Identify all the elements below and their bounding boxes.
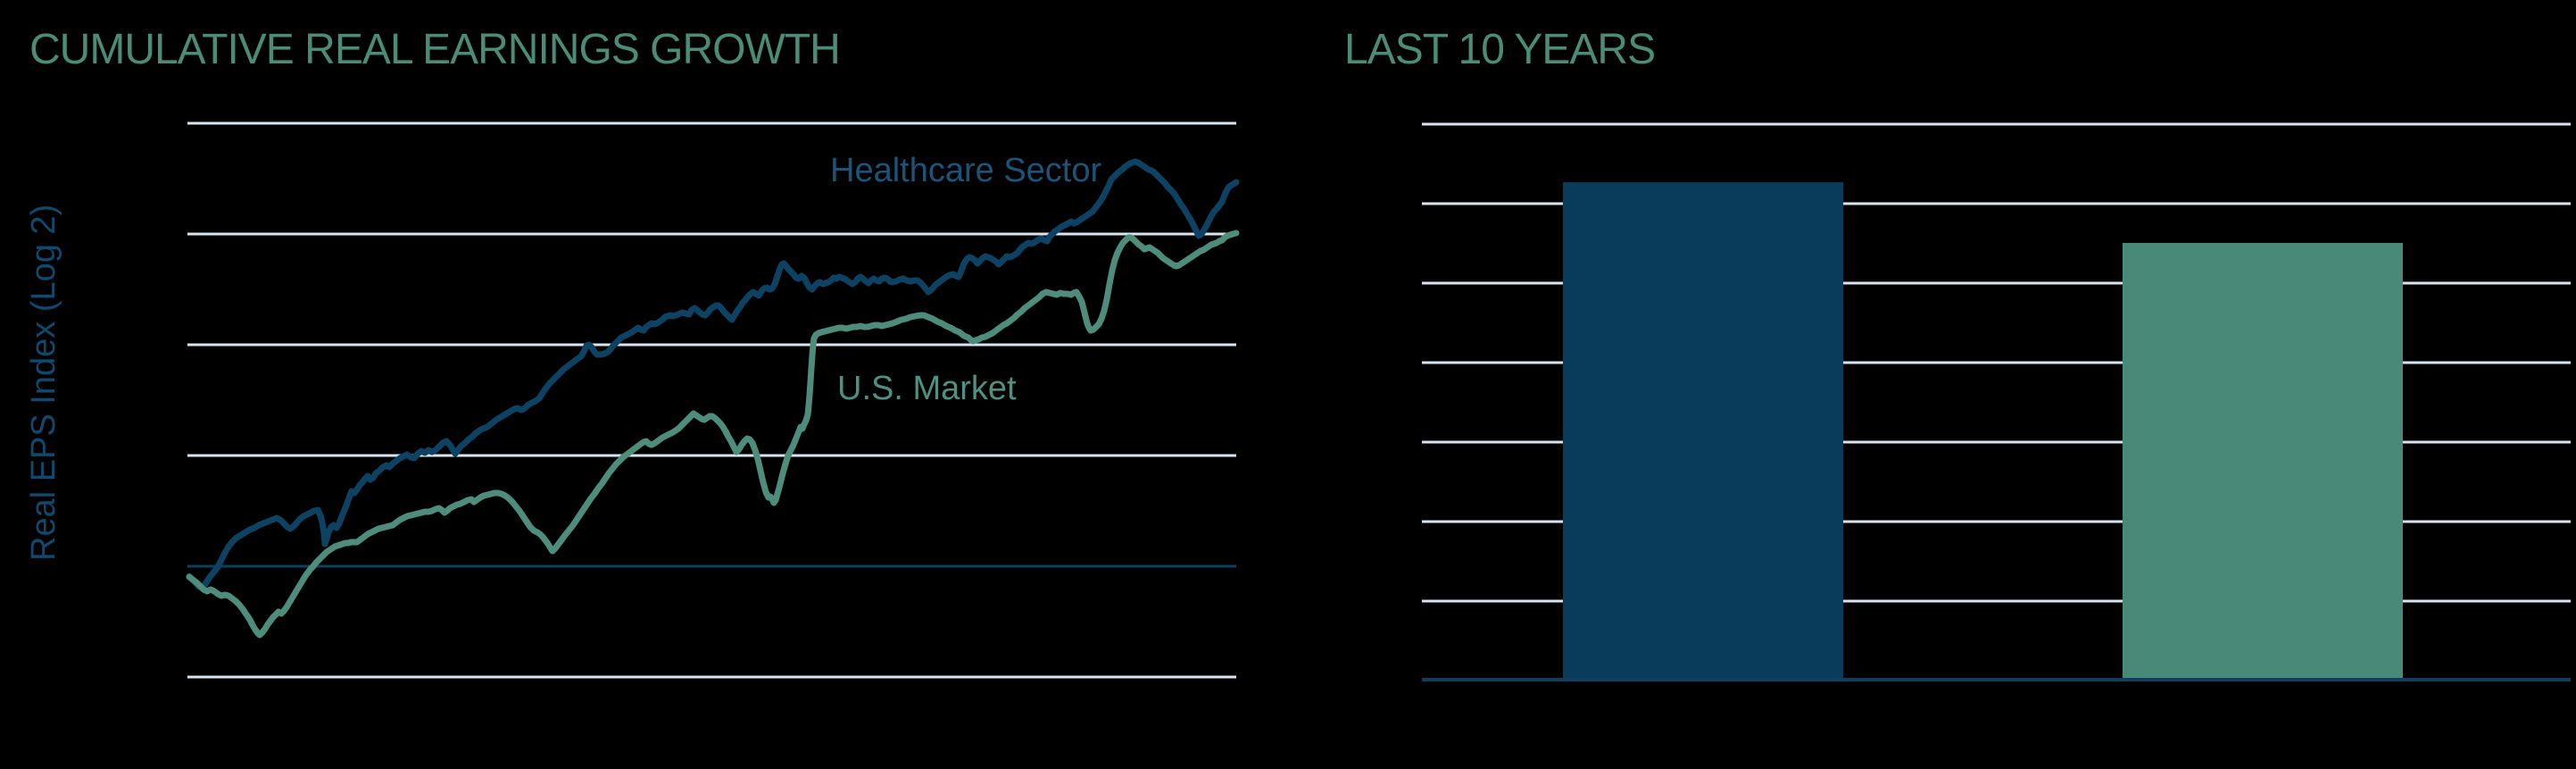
- y-axis-label: Real EPS Index (Log 2): [25, 204, 62, 561]
- healthcare-sector-line: [186, 158, 1240, 591]
- us-market-label: U.S. Market: [837, 370, 1017, 407]
- right-chart-title: LAST 10 YEARS: [1344, 26, 1656, 73]
- left-chart-title: CUMULATIVE REAL EARNINGS GROWTH: [29, 26, 841, 73]
- healthcare-sector-label: Healthcare Sector: [830, 152, 1102, 189]
- us-market-bar: [2123, 243, 2403, 680]
- healthcare-sector-bar: [1563, 182, 1843, 680]
- us-market-line: [186, 230, 1240, 639]
